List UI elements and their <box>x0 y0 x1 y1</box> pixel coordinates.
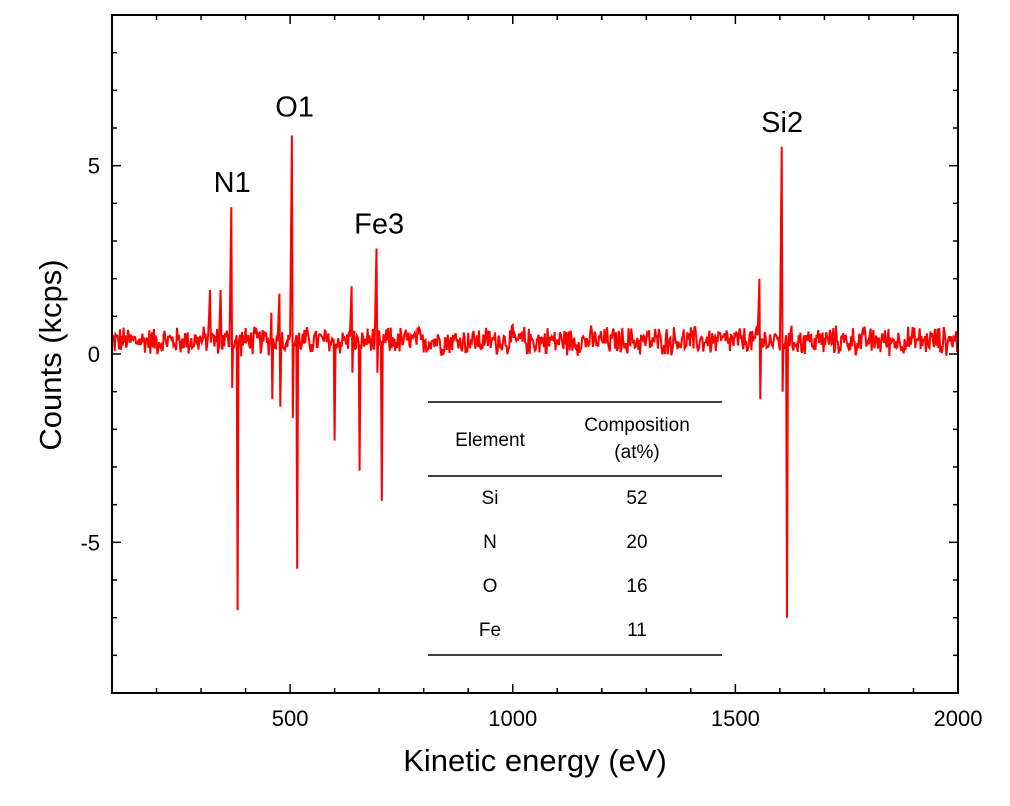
table-cell: 16 <box>626 576 647 597</box>
table-cell: 11 <box>627 620 647 641</box>
x-tick-label: 1000 <box>488 706 537 731</box>
y-axis-title: Counts (kcps) <box>33 259 68 450</box>
y-tick-label: 5 <box>88 154 100 179</box>
table-cell: N <box>483 532 497 553</box>
peak-label-fe3: Fe3 <box>354 208 404 240</box>
table-header-line: Element <box>455 430 525 451</box>
table-header-line: Composition <box>584 415 690 436</box>
spectrum-line <box>112 135 958 618</box>
peak-label-o1: O1 <box>275 92 314 124</box>
inset-table-bg <box>428 400 722 656</box>
y-tick-label: -5 <box>80 530 100 555</box>
y-tick-label: 0 <box>88 342 100 367</box>
table-cell: Fe <box>479 620 501 641</box>
x-tick-label: 500 <box>272 706 309 731</box>
plot-layer: 500 1000 1500 2000 -5 0 5 N1 O1 Fe3 Si2 Element Comp… <box>80 14 983 731</box>
peak-label-n1: N1 <box>214 167 251 199</box>
table-cell: 20 <box>626 532 647 553</box>
x-tick-label: 1500 <box>711 706 760 731</box>
table-header-cell: Composition (at%) <box>584 415 690 463</box>
table-cell: O <box>483 576 498 597</box>
table-header-line: (at%) <box>614 442 659 463</box>
table-header-cell: Element <box>455 430 525 451</box>
x-tick-label: 2000 <box>934 706 983 731</box>
table-cell: Si <box>482 488 499 509</box>
x-axis-title: Kinetic energy (eV) <box>403 743 667 778</box>
table-cell: 52 <box>626 488 647 509</box>
peak-label-si2: Si2 <box>761 107 803 139</box>
